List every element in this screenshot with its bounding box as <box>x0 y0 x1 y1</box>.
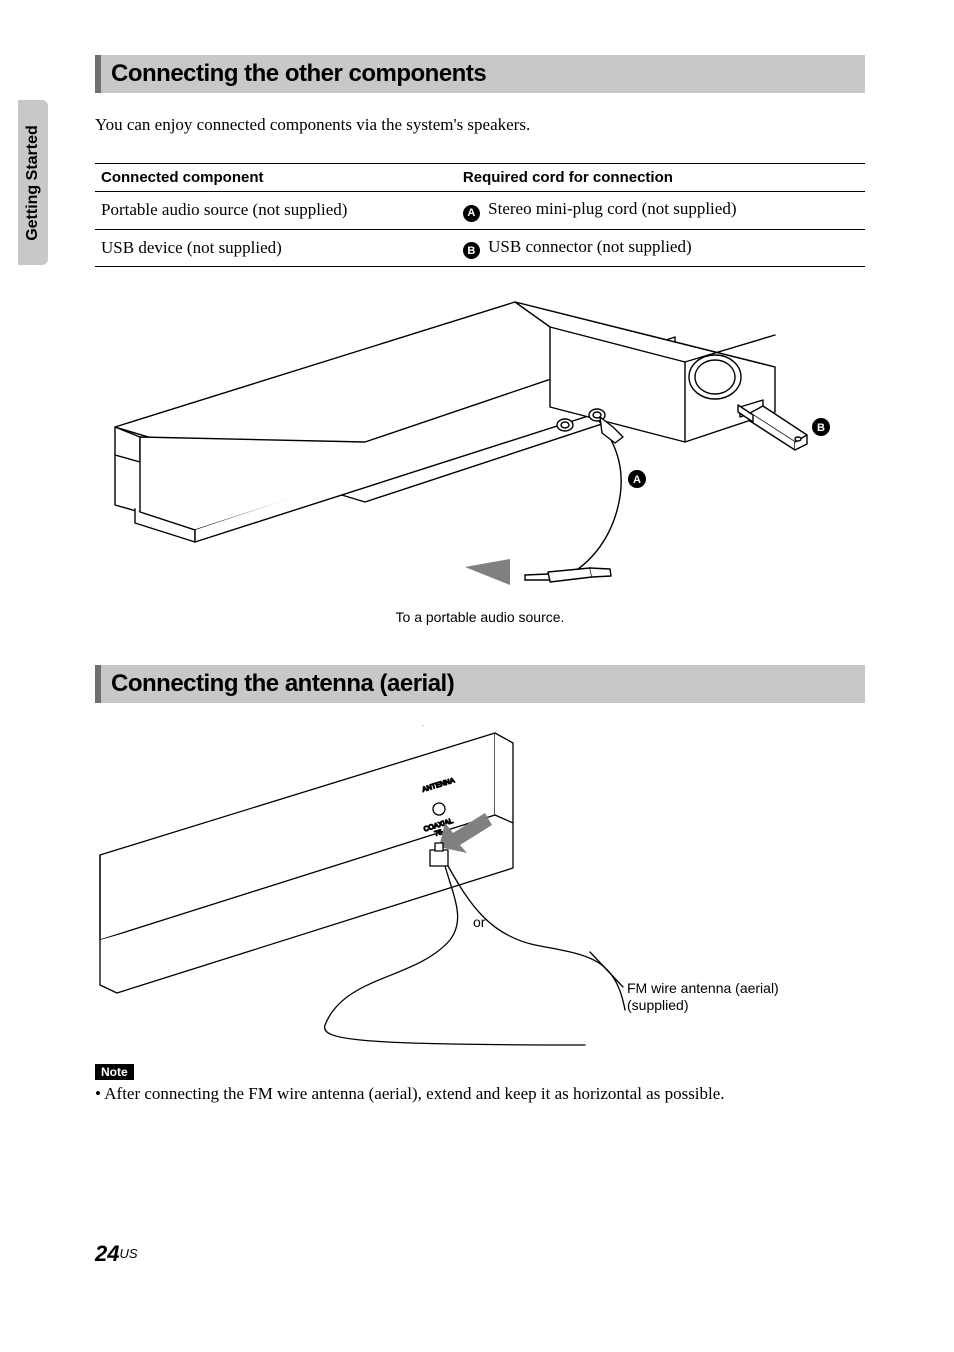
cell-component-0: Portable audio source (not supplied) <box>95 192 457 230</box>
note-bullet: • <box>95 1084 104 1103</box>
diagram1-svg: A B <box>95 287 865 607</box>
table-row: Portable audio source (not supplied) A S… <box>95 192 865 230</box>
note-label: Note <box>95 1064 134 1080</box>
note-block: Note • After connecting the FM wire ante… <box>95 1063 865 1104</box>
fm-label-line1: FM wire antenna (aerial) <box>627 980 779 996</box>
page-content: Connecting the other components You can … <box>95 55 865 1104</box>
diagram-components: A B <box>95 287 865 607</box>
diagram-antenna: ANTENNA COAXIAL 75 or FM wire antenna (a… <box>95 725 865 1055</box>
table-row: USB device (not supplied) B USB connecto… <box>95 229 865 267</box>
badge-b-icon: B <box>463 242 480 259</box>
section1-heading: Connecting the other components <box>95 55 865 93</box>
section1-intro: You can enjoy connected components via t… <box>95 115 865 135</box>
fm-label-line2: (supplied) <box>627 997 688 1013</box>
diagram1-badge-b: B <box>817 422 825 434</box>
note-text: • After connecting the FM wire antenna (… <box>95 1084 865 1104</box>
page-region: US <box>119 1246 137 1261</box>
badge-a-icon: A <box>463 205 480 222</box>
page-number: 24US <box>95 1241 138 1267</box>
table-header-component: Connected component <box>95 164 457 192</box>
note-body: After connecting the FM wire antenna (ae… <box>104 1084 724 1103</box>
table-header-cord: Required cord for connection <box>457 164 865 192</box>
side-tab-label: Getting Started <box>24 125 42 241</box>
section2-heading: Connecting the antenna (aerial) <box>95 665 865 703</box>
connection-table: Connected component Required cord for co… <box>95 163 865 267</box>
page-number-value: 24 <box>95 1241 119 1266</box>
diagram1-badge-a: A <box>633 474 641 486</box>
cell-cord-0: A Stereo mini-plug cord (not supplied) <box>457 192 865 230</box>
cell-cord-0-text: Stereo mini-plug cord (not supplied) <box>488 199 736 218</box>
or-label: or <box>473 914 486 930</box>
diagram1-caption: To a portable audio source. <box>95 609 865 625</box>
cell-cord-1-text: USB connector (not supplied) <box>488 237 692 256</box>
cell-cord-1: B USB connector (not supplied) <box>457 229 865 267</box>
diagram2-svg: ANTENNA COAXIAL 75 or FM wire antenna (a… <box>95 725 865 1055</box>
cell-component-1: USB device (not supplied) <box>95 229 457 267</box>
side-tab: Getting Started <box>18 100 48 265</box>
